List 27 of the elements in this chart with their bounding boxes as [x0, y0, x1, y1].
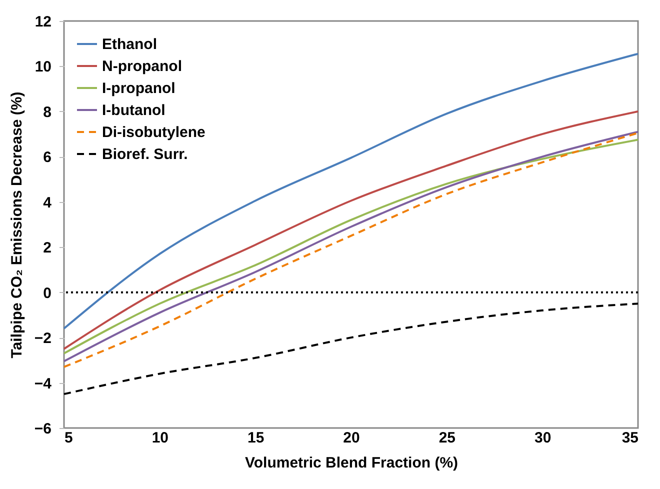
x-tick-label: 30 [534, 430, 552, 446]
legend-label: N-propanol [102, 58, 182, 75]
legend-label: I-propanol [102, 80, 176, 97]
y-tick-label: −2 [34, 330, 52, 348]
y-tick-label: 10 [34, 58, 52, 76]
x-axis-title: Volumetric Blend Fraction (%) [244, 454, 458, 472]
x-tick-label: 5 [64, 430, 73, 446]
y-tick-label: −4 [34, 375, 52, 392]
legend-label: Ethanol [102, 36, 157, 53]
legend-label: Di-isobutylene [102, 124, 206, 141]
y-tick-label: 12 [34, 14, 52, 30]
y-axis-title: Tailpipe CO₂ Emissions Decrease (%) [8, 92, 26, 358]
legend-label: I-butanol [102, 102, 166, 119]
y-tick-label: −6 [34, 420, 52, 438]
x-tick-label: 15 [247, 430, 264, 446]
y-tick-label: 8 [43, 104, 52, 121]
y-tick-label: 6 [43, 149, 52, 166]
y-tick-label: 0 [43, 284, 52, 302]
line-series [63, 302, 639, 396]
x-tick-label: 20 [343, 430, 360, 446]
line-series [63, 52, 639, 330]
x-tick-label: 25 [438, 430, 456, 446]
x-tick-label: 35 [622, 430, 638, 446]
legend-label: Bioref. Surr. [102, 146, 188, 163]
y-tick-label: 4 [43, 194, 52, 212]
x-tick-label: 10 [152, 430, 169, 446]
y-tick-label: 2 [43, 240, 52, 257]
